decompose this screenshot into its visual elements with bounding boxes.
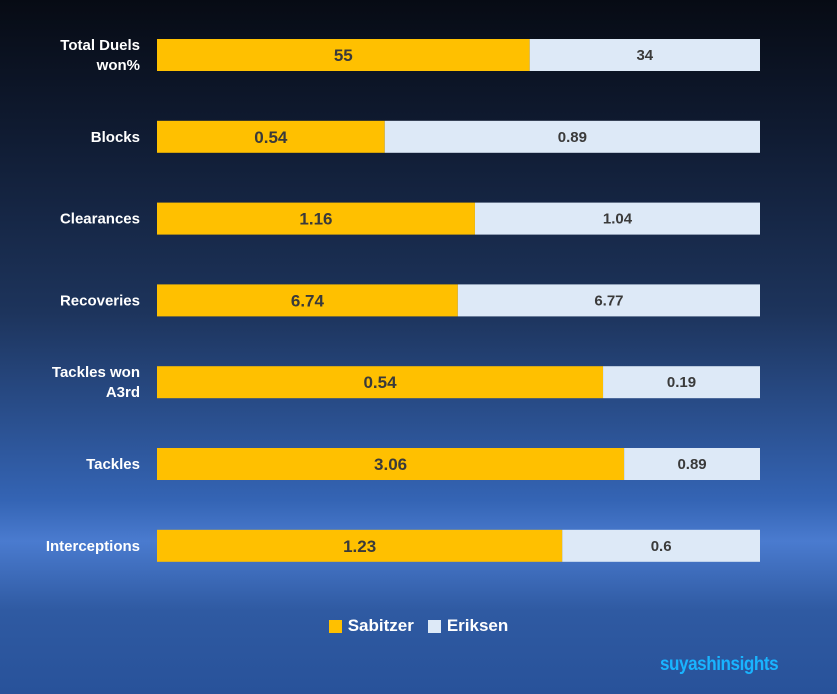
legend-label-sabitzer: Sabitzer xyxy=(347,616,414,635)
data-label-sabitzer-tackles-won-a3rd: 0.54 xyxy=(363,373,397,392)
bar-eriksen-blocks xyxy=(384,120,760,153)
category-label-recoveries: Recoveries xyxy=(60,292,140,309)
category-label-tackles: Tackles xyxy=(86,456,140,473)
bar-eriksen-clearances xyxy=(474,202,760,235)
bar-sabitzer-blocks xyxy=(157,120,385,153)
bar-sabitzer-recoveries xyxy=(157,284,458,317)
bar-eriksen-tackles xyxy=(624,448,760,480)
legend: Sabitzer Eriksen xyxy=(0,616,837,636)
data-label-sabitzer-interceptions: 1.23 xyxy=(343,537,376,556)
legend-item-sabitzer: Sabitzer xyxy=(328,616,414,636)
data-label-sabitzer-blocks: 0.54 xyxy=(254,128,288,147)
category-label-interceptions: Interceptions xyxy=(46,538,140,555)
data-label-eriksen-blocks: 0.89 xyxy=(558,129,587,146)
bar-sabitzer-clearances xyxy=(157,202,475,235)
data-label-eriksen-clearances: 1.04 xyxy=(603,211,633,228)
data-label-eriksen-tackles: 0.89 xyxy=(677,456,706,473)
bar-sabitzer-tackles-won-a3rd xyxy=(157,366,604,399)
watermark: suyashinsights xyxy=(660,654,779,675)
bar-eriksen-recoveries xyxy=(457,284,760,317)
legend-swatch-sabitzer xyxy=(328,619,342,633)
bar-sabitzer-tackles xyxy=(157,448,625,480)
category-label-total-duels-won: Total Duels won% xyxy=(60,37,140,74)
data-label-eriksen-interceptions: 0.6 xyxy=(651,538,672,555)
data-label-sabitzer-clearances: 1.16 xyxy=(299,210,332,229)
data-label-eriksen-total-duels-won: 34 xyxy=(636,47,653,64)
legend-label-eriksen: Eriksen xyxy=(446,616,509,635)
category-label-blocks: Blocks xyxy=(91,129,140,146)
bar-eriksen-total-duels-won xyxy=(529,39,760,71)
data-label-sabitzer-total-duels-won: 55 xyxy=(334,46,353,65)
legend-item-eriksen: Eriksen xyxy=(427,616,509,636)
data-label-eriksen-tackles-won-a3rd: 0.19 xyxy=(667,374,696,391)
data-label-eriksen-recoveries: 6.77 xyxy=(594,292,623,309)
bar-eriksen-interceptions xyxy=(562,529,760,562)
bar-eriksen-tackles-won-a3rd xyxy=(603,366,760,399)
bar-sabitzer-total-duels-won xyxy=(157,39,530,71)
data-label-sabitzer-tackles: 3.06 xyxy=(374,455,407,474)
category-label-clearances: Clearances xyxy=(60,211,140,228)
category-label-tackles-won-a3rd: Tackles won A3rd xyxy=(52,364,140,401)
legend-swatch-eriksen xyxy=(427,619,441,633)
bar-sabitzer-interceptions xyxy=(157,529,563,562)
data-label-sabitzer-recoveries: 6.74 xyxy=(291,291,325,310)
